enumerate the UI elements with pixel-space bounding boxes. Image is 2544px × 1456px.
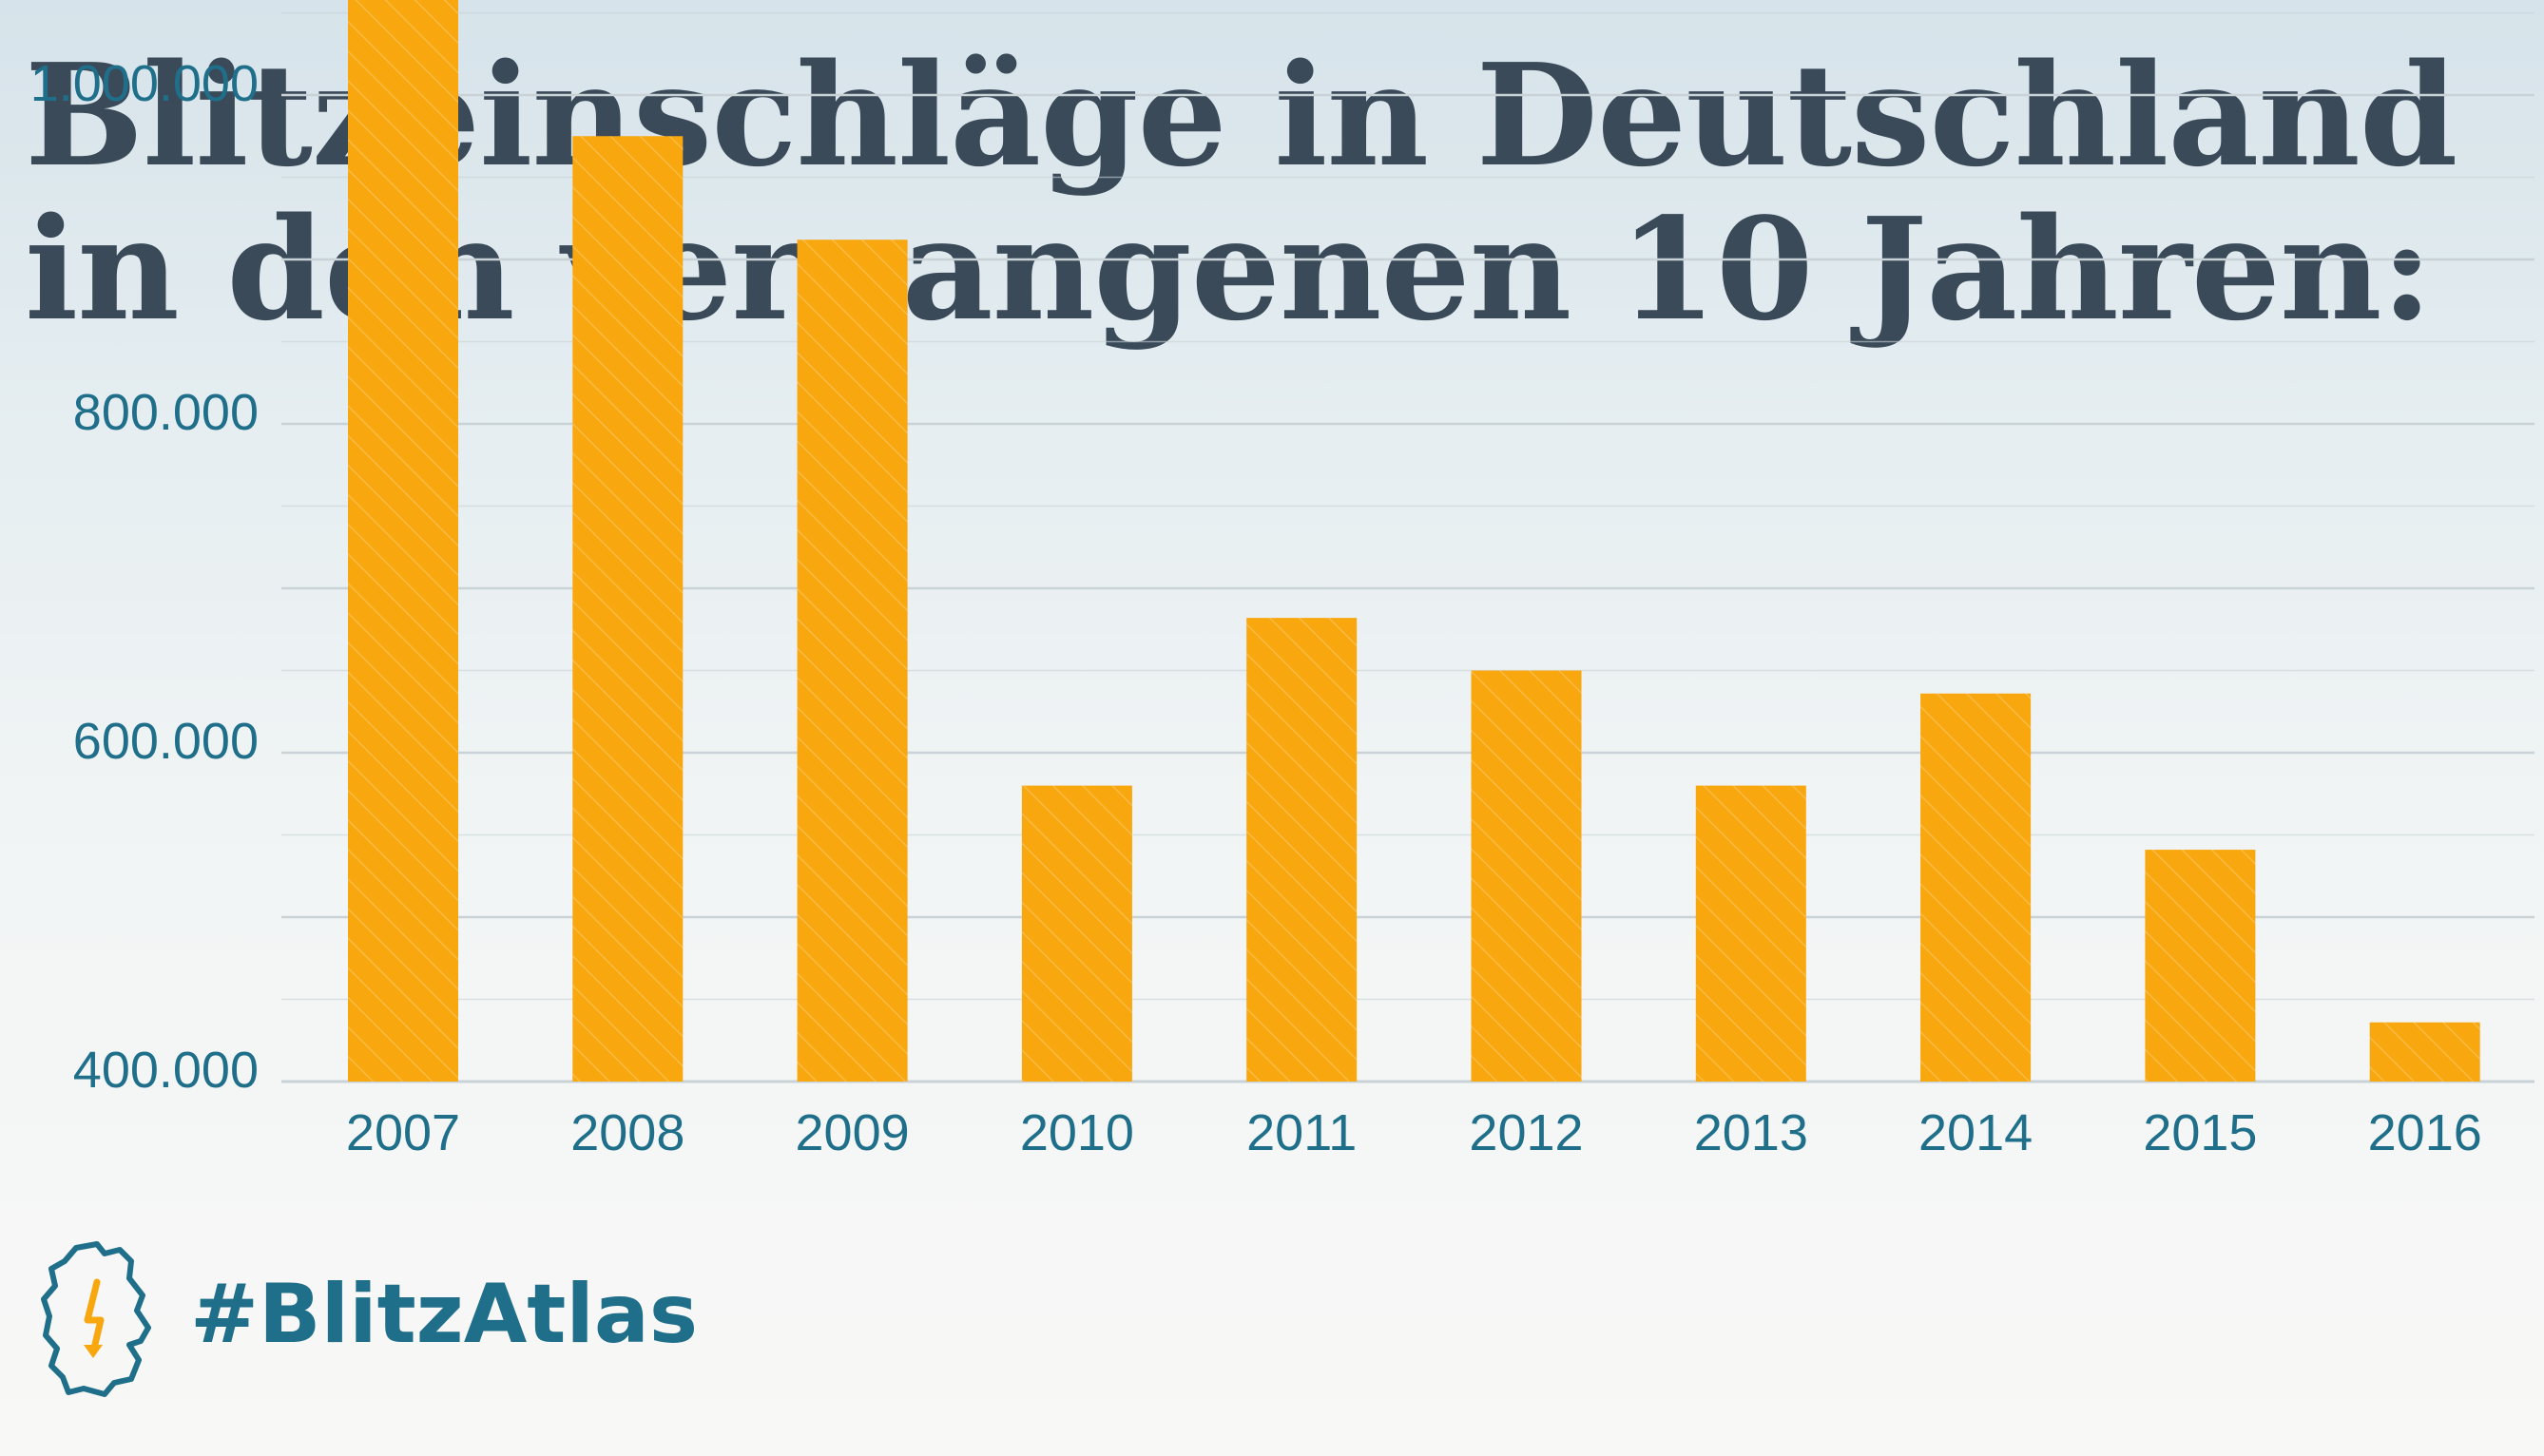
x-tick-label: 2015 [2143, 1104, 2257, 1161]
y-tick-label: 600.000 [73, 713, 259, 770]
germany-map-lightning-icon [41, 1241, 151, 1397]
hashtag-label: #BlitzAtlas [190, 1267, 699, 1362]
bar-texture [1246, 618, 1358, 1082]
bar-texture [348, 0, 458, 1082]
bar-texture [2145, 850, 2256, 1082]
bars [348, 0, 2480, 1082]
x-tick-label: 2011 [1246, 1104, 1357, 1161]
x-tick-label: 2012 [1469, 1104, 1583, 1161]
y-tick-label: 1.000.000 [30, 55, 259, 112]
bar-texture [572, 136, 684, 1082]
x-tick-label: 2007 [346, 1104, 460, 1161]
x-tick-label: 2010 [1020, 1104, 1134, 1161]
x-tick-label: 2009 [796, 1104, 910, 1161]
x-axis-ticks: 2007 2008 2009 2010 2011 2012 2013 2014 2015 2016 [346, 1104, 2482, 1161]
x-tick-label: 2013 [1694, 1104, 1808, 1161]
x-tick-label: 2008 [570, 1104, 684, 1161]
bar-texture [1695, 785, 1806, 1082]
bar-texture [1920, 693, 2032, 1082]
bar-texture [2369, 1022, 2480, 1082]
y-axis-ticks: 400.000 600.000 800.000 1.000.000 [30, 55, 259, 1099]
y-tick-label: 800.000 [73, 384, 259, 441]
bar-texture [1471, 670, 1582, 1082]
x-tick-label: 2016 [2368, 1104, 2482, 1161]
x-tick-label: 2014 [1918, 1104, 2033, 1161]
bar-texture [797, 239, 908, 1082]
bar-texture [1021, 785, 1132, 1082]
y-tick-label: 400.000 [73, 1042, 259, 1099]
